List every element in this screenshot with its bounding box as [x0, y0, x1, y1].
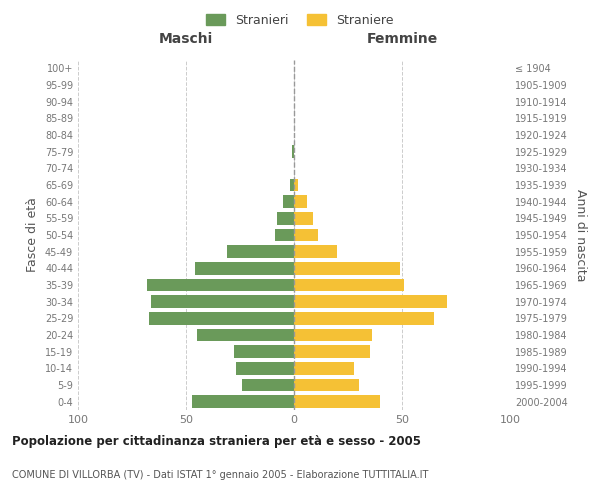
Bar: [149, 312, 294, 324]
Bar: [294, 196, 307, 208]
Bar: [294, 229, 318, 241]
Y-axis label: Anni di nascita: Anni di nascita: [574, 188, 587, 281]
Bar: [147, 279, 294, 291]
Bar: [242, 379, 294, 391]
Text: Maschi: Maschi: [159, 32, 213, 46]
Text: Popolazione per cittadinanza straniera per età e sesso - 2005: Popolazione per cittadinanza straniera p…: [12, 435, 421, 448]
Bar: [294, 296, 448, 308]
Bar: [294, 212, 313, 224]
Bar: [292, 146, 294, 158]
Text: COMUNE DI VILLORBA (TV) - Dati ISTAT 1° gennaio 2005 - Elaborazione TUTTITALIA.I: COMUNE DI VILLORBA (TV) - Dati ISTAT 1° …: [12, 470, 428, 480]
Bar: [151, 296, 294, 308]
Bar: [227, 246, 294, 258]
Bar: [197, 329, 294, 341]
Bar: [277, 212, 294, 224]
Bar: [283, 196, 294, 208]
Bar: [294, 246, 337, 258]
Bar: [290, 179, 294, 192]
Legend: Stranieri, Straniere: Stranieri, Straniere: [202, 8, 398, 32]
Bar: [294, 346, 370, 358]
Bar: [193, 396, 294, 408]
Bar: [294, 396, 380, 408]
Bar: [294, 312, 434, 324]
Bar: [294, 262, 400, 274]
Bar: [294, 179, 298, 192]
Bar: [194, 262, 294, 274]
Text: Femmine: Femmine: [367, 32, 437, 46]
Bar: [294, 329, 372, 341]
Bar: [294, 362, 355, 374]
Bar: [294, 379, 359, 391]
Y-axis label: Fasce di età: Fasce di età: [26, 198, 39, 272]
Bar: [233, 346, 294, 358]
Bar: [236, 362, 294, 374]
Bar: [294, 279, 404, 291]
Bar: [275, 229, 294, 241]
